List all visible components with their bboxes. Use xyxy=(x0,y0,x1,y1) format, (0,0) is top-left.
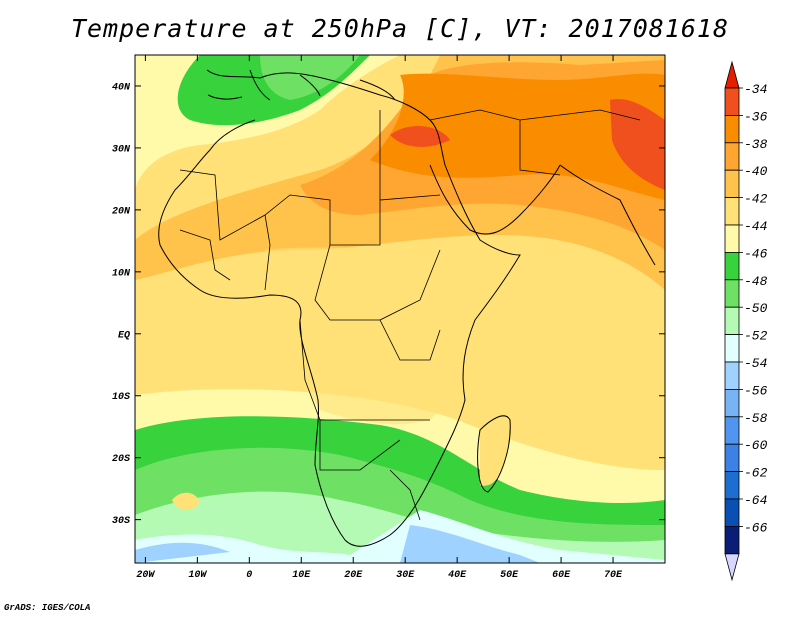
colorbar-swatch xyxy=(724,526,740,555)
lon-label: 40E xyxy=(448,570,467,581)
colorbar-bottom-arrow xyxy=(724,553,740,582)
lon-label: 60E xyxy=(552,570,571,581)
longitude-axis: 20W 10W 0 10E 20E 30E 40E 50E 60E 70E xyxy=(136,55,623,581)
lat-label: 30N xyxy=(112,144,131,155)
grads-credit: GrADS: IGES/COLA xyxy=(4,603,91,613)
colorbar-swatch xyxy=(724,443,740,473)
map-frame xyxy=(134,54,666,564)
colorbar-swatch xyxy=(724,361,740,390)
lat-label: 40N xyxy=(112,82,131,93)
colorbar-swatch xyxy=(724,306,740,336)
colorbar-swatch xyxy=(724,87,740,116)
madagascar-field xyxy=(480,420,510,486)
colorbar-label: -44 xyxy=(744,219,768,234)
colorbar-swatch xyxy=(724,498,740,527)
temp-band-minus-34 xyxy=(390,99,665,190)
colorbar-label: -42 xyxy=(744,192,768,207)
atlantic-warm-spot xyxy=(172,492,200,510)
lat-label: 20S xyxy=(112,454,130,465)
colorbar-label: -34 xyxy=(744,82,768,97)
colorbar-label: -52 xyxy=(744,329,768,344)
colorbar-label: -36 xyxy=(744,109,768,124)
colorbar-swatch xyxy=(724,224,740,253)
colorbar-swatch xyxy=(724,197,740,226)
lon-label: 70E xyxy=(604,570,623,581)
colorbar-swatch xyxy=(724,279,740,308)
latitude-axis: 40N 30N 20N 10N EQ 10S 20S 30S xyxy=(112,82,665,527)
lon-label: 0 xyxy=(246,570,252,581)
lon-label: 10E xyxy=(292,570,311,581)
africa-interior-field xyxy=(265,245,473,425)
lat-label: 10N xyxy=(112,268,131,279)
colorbar-label: -40 xyxy=(744,164,768,179)
lon-label: 20E xyxy=(344,570,363,581)
temp-band-minus-52 xyxy=(135,510,665,563)
lat-label: 20N xyxy=(112,206,131,217)
temp-band-minus-54 xyxy=(135,525,540,563)
lat-label: 30S xyxy=(112,516,130,527)
colorbar-label: -62 xyxy=(744,466,768,481)
colorbar-label: -50 xyxy=(744,301,768,316)
lon-label: 10W xyxy=(188,570,207,581)
lat-label: EQ xyxy=(118,330,130,341)
colorbar-label: -64 xyxy=(744,493,768,508)
temp-band-minus-36 xyxy=(370,73,665,200)
colorbar: -34 -36 -38 -40 -42 -44 -46 -48 -50 -52 -54 -56 -58 -… xyxy=(724,60,768,582)
temp-band-minus-48-north xyxy=(260,55,360,100)
colorbar-label: -38 xyxy=(744,137,768,152)
colorbar-swatch xyxy=(724,169,740,198)
colorbar-top-arrow xyxy=(724,60,740,89)
colorbar-swatch xyxy=(724,142,740,171)
colorbar-swatch xyxy=(724,115,740,144)
lat-label: 10S xyxy=(112,392,130,403)
lon-label: 20W xyxy=(136,570,155,581)
colorbar-label: -58 xyxy=(744,411,768,426)
lon-label: 50E xyxy=(500,570,519,581)
map-title: Temperature at 250hPa [C], VT: 201708161… xyxy=(70,14,730,43)
colorbar-swatch xyxy=(724,416,740,445)
colorbar-swatch xyxy=(724,471,740,500)
colorbar-label: -66 xyxy=(744,520,768,535)
lon-label: 30E xyxy=(396,570,415,581)
colorbar-label: -54 xyxy=(744,356,768,371)
colorbar-label: -48 xyxy=(744,274,768,289)
country-borders xyxy=(179,109,641,521)
colorbar-label: -60 xyxy=(744,438,768,453)
colorbar-swatch xyxy=(724,334,740,363)
colorbar-label: -56 xyxy=(744,383,768,398)
coastlines xyxy=(158,69,656,547)
colorbar-swatch xyxy=(724,251,740,281)
colorbar-swatch xyxy=(724,388,740,418)
colorbar-label: -46 xyxy=(744,246,768,261)
temperature-field xyxy=(135,55,665,563)
